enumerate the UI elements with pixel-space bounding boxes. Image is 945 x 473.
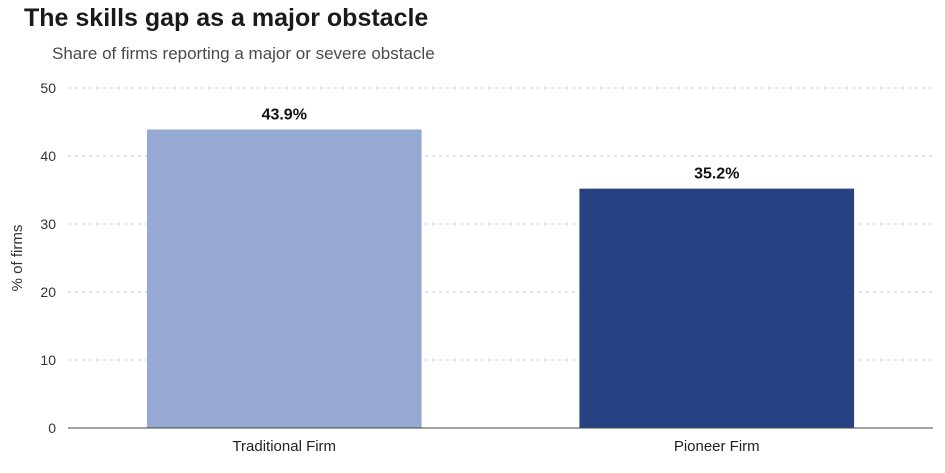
x-category-label: Pioneer Firm [674,438,760,455]
data-label: 35.2% [694,166,739,183]
y-tick-label: 50 [40,80,56,96]
bar [579,188,855,428]
y-axis-ticks: 0 10 20 30 40 50 [40,80,56,436]
y-tick-label: 30 [40,216,56,232]
data-labels: 43.9% 35.2% [262,106,740,182]
chart-title: The skills gap as a major obstacle [24,4,429,32]
bars [146,129,855,429]
x-axis-categories: Traditional Firm Pioneer Firm [232,438,759,455]
bar [146,129,422,429]
y-tick-label: 0 [48,420,56,436]
data-label: 43.9% [262,106,307,123]
y-tick-label: 40 [40,148,56,164]
y-axis-label: % of firms [9,225,26,292]
x-category-label: Traditional Firm [232,438,336,455]
y-tick-label: 10 [40,352,56,368]
y-tick-label: 20 [40,284,56,300]
chart-subtitle: Share of firms reporting a major or seve… [52,44,435,63]
